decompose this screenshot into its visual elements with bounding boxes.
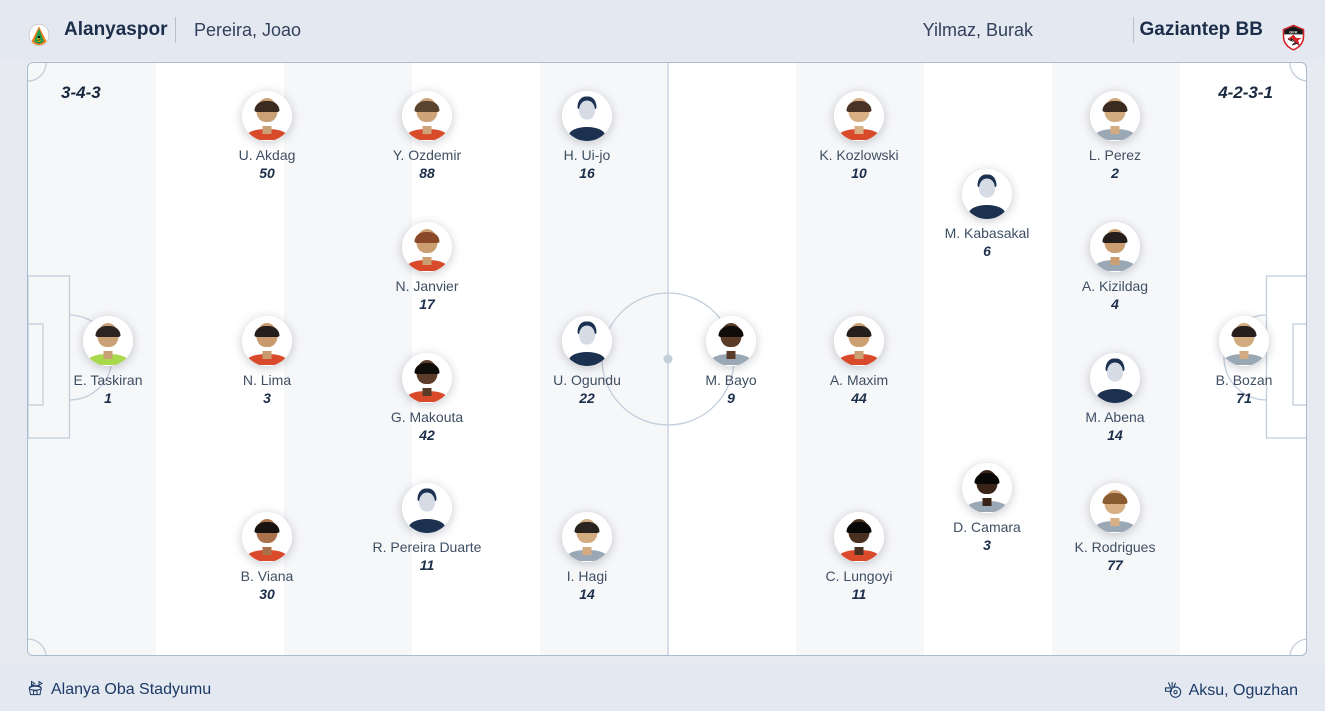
svg-text:GFK: GFK xyxy=(1289,30,1298,34)
svg-text:S: S xyxy=(37,38,41,44)
